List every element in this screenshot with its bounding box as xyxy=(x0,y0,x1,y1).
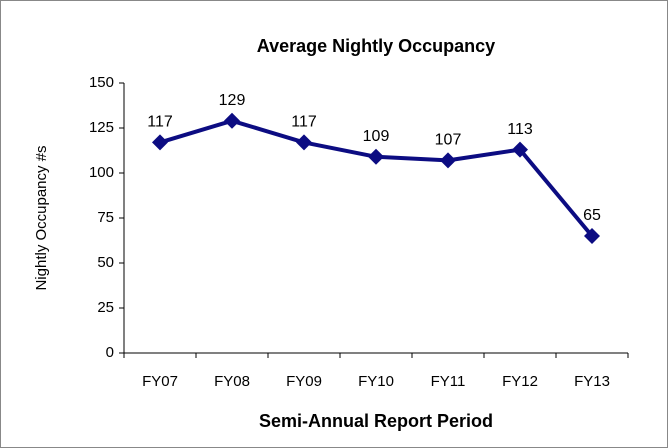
y-tick-label: 75 xyxy=(97,209,114,226)
x-tick-label: FY09 xyxy=(286,373,322,390)
marker xyxy=(296,134,312,151)
y-tick-label: 125 xyxy=(89,119,114,136)
data-label: 113 xyxy=(507,121,533,138)
marker xyxy=(224,112,240,129)
x-tick-label: FY13 xyxy=(574,373,610,390)
x-tick-label: FY10 xyxy=(358,373,394,390)
marker xyxy=(440,152,456,169)
data-label: 117 xyxy=(147,114,173,131)
marker xyxy=(152,134,168,151)
x-tick-label: FY11 xyxy=(431,373,466,390)
x-axis-label: Semi-Annual Report Period xyxy=(259,411,493,431)
marker xyxy=(512,141,528,158)
y-axis-label: Nightly Occupancy #s xyxy=(33,145,50,290)
x-tick-label: FY12 xyxy=(502,373,538,390)
y-tick-label: 150 xyxy=(89,74,114,91)
y-tick-label: 25 xyxy=(97,299,114,316)
y-tick-label: 0 xyxy=(106,344,114,361)
x-tick-label: FY08 xyxy=(214,373,250,390)
data-label: 109 xyxy=(363,128,390,145)
marker xyxy=(584,228,600,244)
y-tick-label: 50 xyxy=(97,254,114,271)
x-tick-label: FY07 xyxy=(142,373,178,390)
data-label: 117 xyxy=(291,114,317,131)
data-label: 129 xyxy=(219,92,246,109)
chart-title: Average Nightly Occupancy xyxy=(257,36,495,56)
y-tick-label: 100 xyxy=(89,164,114,181)
data-label: 107 xyxy=(435,132,462,149)
marker xyxy=(368,148,384,165)
data-label: 65 xyxy=(583,207,601,224)
